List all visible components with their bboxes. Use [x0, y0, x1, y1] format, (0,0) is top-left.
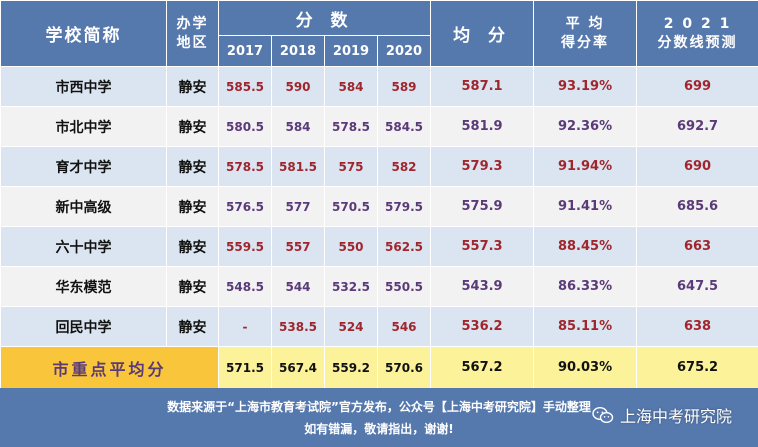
score-2017: 548.5 [218, 266, 272, 307]
summary-prediction: 675.2 [636, 346, 758, 389]
summary-rate: 90.03% [533, 346, 638, 389]
score-2020: 546 [376, 306, 432, 347]
table-row: 新中高级 静安 576.5 577 570.5 579.5 575.9 91.4… [0, 186, 758, 227]
district: 静安 [166, 266, 219, 307]
score-2020: 562.5 [376, 226, 432, 267]
school-name: 回民中学 [0, 306, 167, 347]
header-year-2020: 2020 [376, 35, 432, 67]
avg-score: 536.2 [430, 306, 535, 347]
school-name: 华东模范 [0, 266, 167, 307]
school-name: 新中高级 [0, 186, 167, 227]
footer: 数据来源于“上海市教育考试院”官方发布，公众号【上海中考研究院】手动整理 如有错… [0, 388, 758, 447]
score-2019: 578.5 [324, 106, 378, 147]
school-name: 市北中学 [0, 106, 167, 147]
score-2020: 584.5 [376, 106, 432, 147]
header-rate: 平 均 得分率 [533, 0, 638, 67]
summary-score-2019: 559.2 [324, 346, 378, 389]
brand-name: 上海中考研究院 [619, 407, 732, 426]
school-name: 六十中学 [0, 226, 167, 267]
table-row: 市北中学 静安 580.5 584 578.5 584.5 581.9 92.3… [0, 106, 758, 147]
score-2020: 582 [376, 146, 432, 187]
score-2018: 590 [271, 66, 325, 107]
table-row: 六十中学 静安 559.5 557 550 562.5 557.3 88.45%… [0, 226, 758, 267]
score-2019: 532.5 [324, 266, 378, 307]
district: 静安 [166, 306, 219, 347]
summary-score-2020: 570.6 [376, 346, 432, 389]
summary-score-2017: 571.5 [218, 346, 272, 389]
footer-correction-note: 如有错漏，敬请指出，谢谢! [304, 422, 454, 436]
summary-score-2018: 567.4 [271, 346, 325, 389]
avg-score: 581.9 [430, 106, 535, 147]
avg-score: 543.9 [430, 266, 535, 307]
summary-label: 市重点平均分 [0, 346, 219, 389]
prediction: 638 [636, 306, 758, 347]
score-2017: 559.5 [218, 226, 272, 267]
wechat-icon [592, 406, 614, 424]
prediction: 647.5 [636, 266, 758, 307]
score-rate: 91.41% [533, 186, 638, 227]
score-2018: 544 [271, 266, 325, 307]
score-2019: 584 [324, 66, 378, 107]
table-row: 市西中学 静安 585.5 590 584 589 587.1 93.19% 6… [0, 66, 758, 107]
prediction: 663 [636, 226, 758, 267]
district: 静安 [166, 186, 219, 227]
avg-score: 575.9 [430, 186, 535, 227]
score-2019: 524 [324, 306, 378, 347]
score-rate: 85.11% [533, 306, 638, 347]
prediction: 692.7 [636, 106, 758, 147]
header-year-2017: 2017 [218, 35, 272, 67]
score-2017: 576.5 [218, 186, 272, 227]
prediction: 690 [636, 146, 758, 187]
avg-score: 579.3 [430, 146, 535, 187]
score-2017: 585.5 [218, 66, 272, 107]
header-scores: 分 数 [217, 0, 432, 36]
header-prediction: 2 0 2 1 分数线预测 [636, 0, 758, 67]
district: 静安 [166, 226, 219, 267]
brand-watermark: 上海中考研究院 [592, 403, 732, 427]
table-row: 华东模范 静安 548.5 544 532.5 550.5 543.9 86.3… [0, 266, 758, 307]
score-2020: 589 [376, 66, 432, 107]
score-2017: - [218, 306, 272, 347]
score-2018: 538.5 [271, 306, 325, 347]
header-district: 办学 地区 [166, 0, 219, 67]
district: 静安 [166, 66, 219, 107]
score-2019: 575 [324, 146, 378, 187]
avg-score: 587.1 [430, 66, 535, 107]
table-row: 育才中学 静安 578.5 581.5 575 582 579.3 91.94%… [0, 146, 758, 187]
score-rate: 88.45% [533, 226, 638, 267]
score-rate: 93.19% [533, 66, 638, 107]
score-2020: 579.5 [376, 186, 432, 227]
avg-score: 557.3 [430, 226, 535, 267]
score-rate: 92.36% [533, 106, 638, 147]
prediction: 699 [636, 66, 758, 107]
table-row: 回民中学 静安 - 538.5 524 546 536.2 85.11% 638 [0, 306, 758, 347]
score-rate: 86.33% [533, 266, 638, 307]
header-school: 学校简称 [0, 0, 167, 67]
score-2018: 581.5 [271, 146, 325, 187]
score-table: 学校简称 办学 地区 分 数 均 分 平 均 得分率 2 0 2 1 分数线预测… [0, 0, 758, 389]
school-name: 市西中学 [0, 66, 167, 107]
score-2018: 584 [271, 106, 325, 147]
score-2019: 570.5 [324, 186, 378, 227]
summary-row: 市重点平均分 571.5 567.4 559.2 570.6 567.2 90.… [0, 346, 758, 389]
header-avg: 均 分 [430, 0, 535, 67]
score-2018: 557 [271, 226, 325, 267]
district: 静安 [166, 106, 219, 147]
summary-avg: 567.2 [430, 346, 535, 389]
footer-source-note: 数据来源于“上海市教育考试院”官方发布，公众号【上海中考研究院】手动整理 [167, 400, 591, 414]
score-2018: 577 [271, 186, 325, 227]
prediction: 685.6 [636, 186, 758, 227]
score-rate: 91.94% [533, 146, 638, 187]
score-2017: 580.5 [218, 106, 272, 147]
score-2019: 550 [324, 226, 378, 267]
score-2020: 550.5 [376, 266, 432, 307]
school-name: 育才中学 [0, 146, 167, 187]
district: 静安 [166, 146, 219, 187]
score-2017: 578.5 [218, 146, 272, 187]
header-year-2019: 2019 [324, 35, 378, 67]
header-year-2018: 2018 [271, 35, 325, 67]
